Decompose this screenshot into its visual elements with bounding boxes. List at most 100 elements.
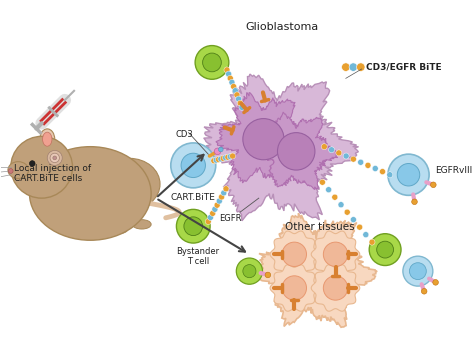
Circle shape xyxy=(224,67,230,73)
Circle shape xyxy=(326,187,332,193)
Circle shape xyxy=(321,144,327,150)
Circle shape xyxy=(47,150,62,166)
Polygon shape xyxy=(216,92,314,186)
Circle shape xyxy=(11,136,73,198)
Circle shape xyxy=(195,45,229,79)
Circle shape xyxy=(211,158,217,164)
Circle shape xyxy=(380,169,385,175)
Circle shape xyxy=(236,96,242,102)
Circle shape xyxy=(205,219,211,225)
Circle shape xyxy=(349,63,357,71)
Circle shape xyxy=(220,155,226,161)
Circle shape xyxy=(9,169,13,173)
Ellipse shape xyxy=(29,147,151,240)
Text: CART.BiTE: CART.BiTE xyxy=(171,194,216,202)
Text: EGFR: EGFR xyxy=(219,214,242,223)
Circle shape xyxy=(387,172,393,178)
Circle shape xyxy=(213,157,219,163)
Circle shape xyxy=(369,239,375,245)
Ellipse shape xyxy=(99,158,160,210)
Circle shape xyxy=(342,63,350,71)
Ellipse shape xyxy=(109,224,128,234)
Ellipse shape xyxy=(57,224,76,234)
Polygon shape xyxy=(311,231,360,277)
Circle shape xyxy=(412,199,417,205)
Circle shape xyxy=(212,206,218,212)
Circle shape xyxy=(410,263,426,279)
Polygon shape xyxy=(270,231,319,277)
Circle shape xyxy=(237,100,243,106)
Circle shape xyxy=(372,166,378,171)
Circle shape xyxy=(226,71,232,77)
Circle shape xyxy=(336,150,342,156)
Polygon shape xyxy=(204,74,358,221)
Text: Local injection of
CART.BiTE cells: Local injection of CART.BiTE cells xyxy=(15,163,91,183)
Circle shape xyxy=(356,63,365,71)
Circle shape xyxy=(181,153,205,177)
Polygon shape xyxy=(270,265,319,311)
Circle shape xyxy=(356,224,363,230)
Circle shape xyxy=(397,163,420,186)
Circle shape xyxy=(184,217,202,236)
Text: CD3/EGFR BiTE: CD3/EGFR BiTE xyxy=(366,63,442,71)
Circle shape xyxy=(388,154,429,195)
Circle shape xyxy=(234,92,240,98)
Ellipse shape xyxy=(8,162,28,179)
Polygon shape xyxy=(257,112,338,189)
Circle shape xyxy=(430,182,436,188)
Circle shape xyxy=(223,155,228,161)
Circle shape xyxy=(243,119,284,160)
Circle shape xyxy=(277,133,315,170)
Text: Glioblastoma: Glioblastoma xyxy=(246,22,319,32)
Circle shape xyxy=(232,88,238,94)
Circle shape xyxy=(208,214,213,221)
Circle shape xyxy=(239,104,245,110)
Circle shape xyxy=(350,217,356,223)
Circle shape xyxy=(319,179,326,185)
Circle shape xyxy=(210,210,216,216)
Circle shape xyxy=(219,194,225,200)
Circle shape xyxy=(403,256,433,286)
Ellipse shape xyxy=(43,132,52,146)
Circle shape xyxy=(365,162,371,168)
Circle shape xyxy=(223,186,229,192)
Circle shape xyxy=(338,202,344,208)
Circle shape xyxy=(350,156,356,162)
Circle shape xyxy=(282,276,307,300)
Circle shape xyxy=(221,190,227,196)
Circle shape xyxy=(332,194,338,200)
Circle shape xyxy=(202,53,221,72)
Circle shape xyxy=(218,156,224,162)
Circle shape xyxy=(433,279,438,285)
Circle shape xyxy=(53,156,56,160)
Polygon shape xyxy=(257,213,377,327)
Polygon shape xyxy=(311,265,360,311)
Circle shape xyxy=(363,232,369,238)
Circle shape xyxy=(229,79,235,86)
Circle shape xyxy=(214,202,220,208)
Circle shape xyxy=(282,242,307,266)
Circle shape xyxy=(421,288,427,294)
Ellipse shape xyxy=(40,129,55,149)
Circle shape xyxy=(50,153,59,162)
Text: EGFRvIII: EGFRvIII xyxy=(435,166,472,174)
Circle shape xyxy=(227,75,233,81)
Circle shape xyxy=(323,276,348,300)
Circle shape xyxy=(323,242,348,266)
Circle shape xyxy=(219,147,223,152)
Circle shape xyxy=(237,258,263,284)
Circle shape xyxy=(29,161,35,166)
Circle shape xyxy=(328,147,335,153)
Circle shape xyxy=(358,159,364,165)
Circle shape xyxy=(227,154,233,160)
Ellipse shape xyxy=(86,228,104,237)
Circle shape xyxy=(214,148,221,155)
Circle shape xyxy=(369,234,401,265)
Circle shape xyxy=(176,209,210,243)
Circle shape xyxy=(231,83,237,90)
Text: Bystander
T cell: Bystander T cell xyxy=(176,247,219,266)
Circle shape xyxy=(216,198,222,204)
Circle shape xyxy=(171,143,216,188)
Circle shape xyxy=(243,265,256,278)
Circle shape xyxy=(265,272,271,278)
